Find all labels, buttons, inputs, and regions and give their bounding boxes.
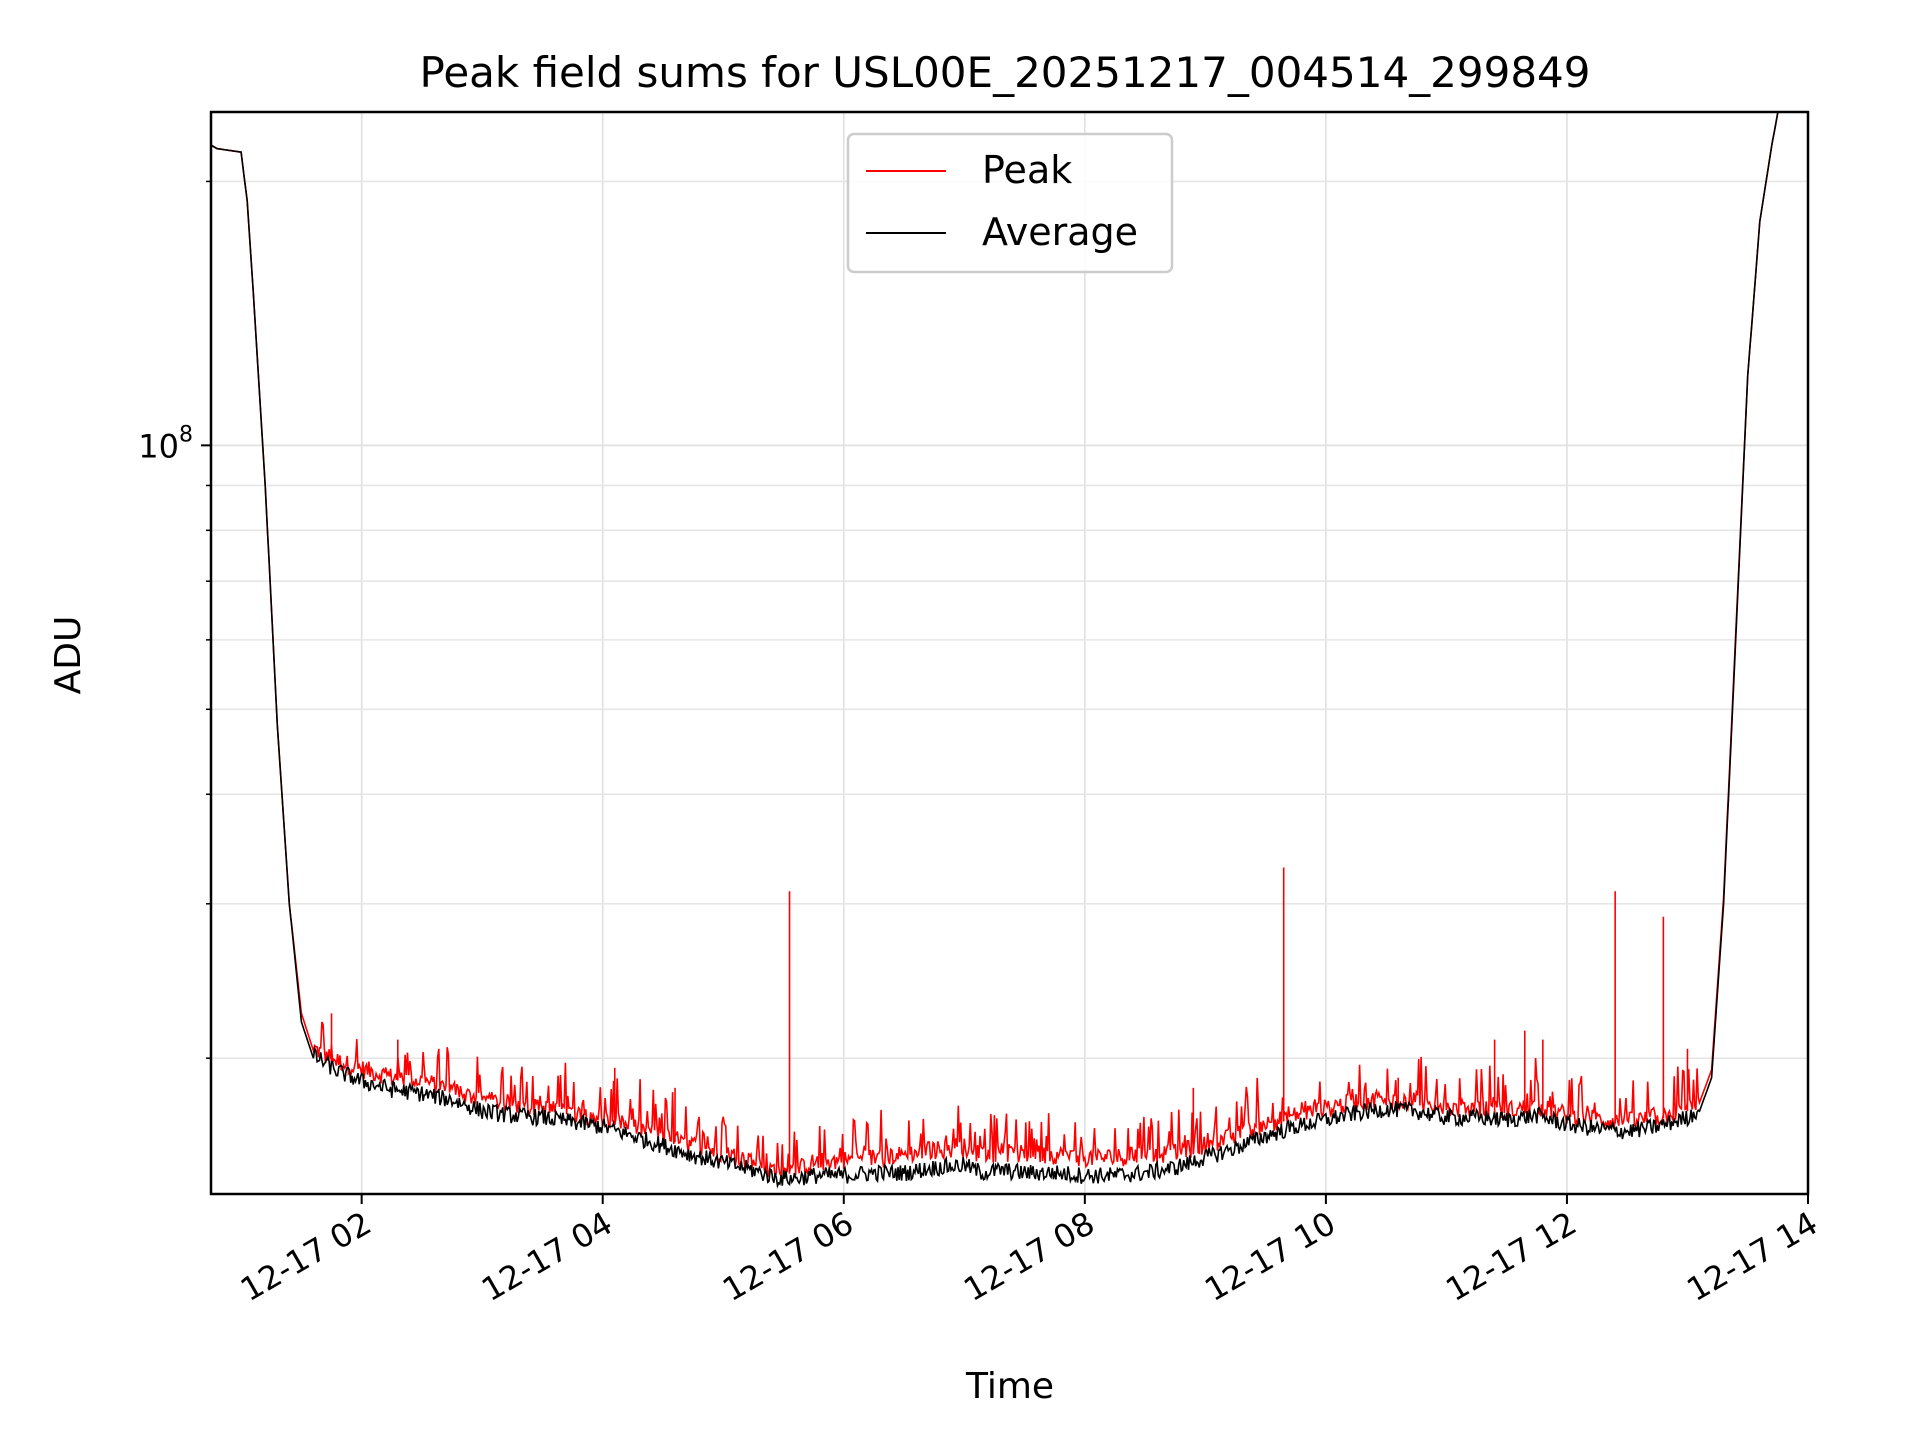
y-axis-label: ADU: [48, 616, 89, 695]
series-line-average: [211, 112, 1779, 1189]
series-line-peak: [211, 112, 1779, 1179]
series-layer: [211, 112, 1779, 1189]
legend-peak-label: Peak: [982, 148, 1072, 192]
legend-average-label: Average: [982, 210, 1138, 254]
x-axis-label: Time: [965, 1366, 1054, 1407]
chart-title: Peak field sums for USL00E_20251217_0045…: [419, 48, 1590, 97]
legend: Peak Average: [846, 132, 1174, 274]
legend-box: [846, 132, 1174, 274]
plot-frame: [209, 110, 1810, 1196]
